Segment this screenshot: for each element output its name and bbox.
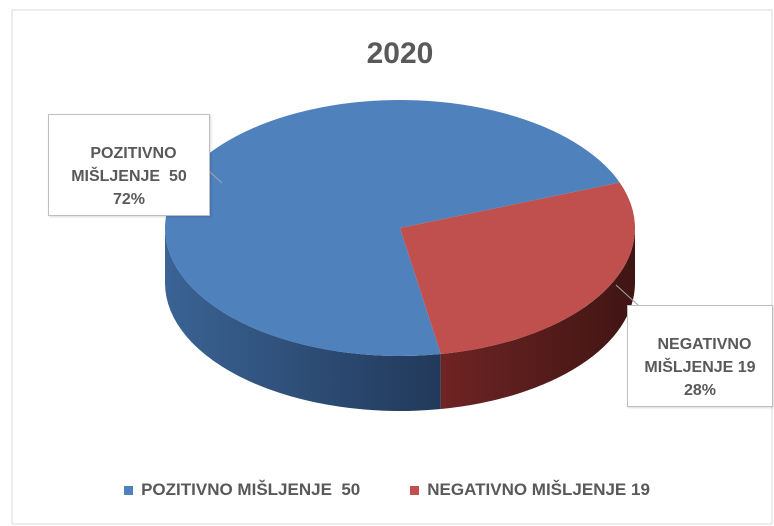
chart-title: 2020: [367, 37, 434, 70]
label-category: POZITIVNO MIŠLJENJE 50: [71, 145, 187, 185]
slice: [400, 182, 635, 355]
label-category: NEGATIVNO MIŠLJENJE 19: [644, 336, 756, 376]
legend-swatch: [410, 485, 420, 495]
label-value: 28%: [683, 382, 717, 399]
chart-border: [11, 9, 773, 525]
leader-line: [615, 284, 639, 306]
slice-side: [440, 228, 635, 410]
slice-side: [165, 228, 441, 411]
pie: [164, 99, 635, 411]
legend-swatch: [124, 485, 134, 495]
legend: POZITIVNO MIŠLJENJE 50 NEGATIVNO MIŠLJENJ…: [0, 480, 774, 500]
data-label: POZITIVNO MIŠLJENJE 50 72%: [48, 114, 210, 216]
label-value: 72%: [112, 191, 146, 208]
data-label: NEGATIVNO MIŠLJENJE 19 28%: [627, 305, 773, 407]
legend-label: POZITIVNO MIŠLJENJE 50: [141, 480, 361, 499]
slice: [164, 99, 620, 356]
legend-item: NEGATIVNO MIŠLJENJE 19: [410, 480, 650, 500]
leader-line: [209, 171, 223, 184]
legend-label: NEGATIVNO MIŠLJENJE 19: [427, 480, 650, 499]
legend-item: POZITIVNO MIŠLJENJE 50: [124, 480, 360, 500]
